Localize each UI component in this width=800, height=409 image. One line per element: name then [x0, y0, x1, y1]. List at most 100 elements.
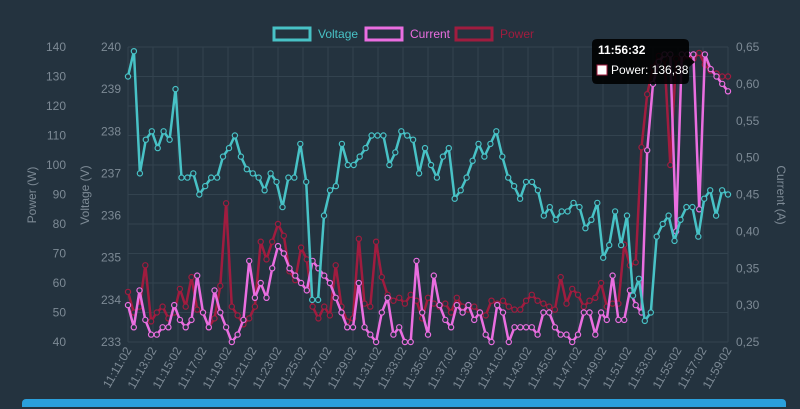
- data-point-power[interactable]: [142, 262, 149, 269]
- data-point-current[interactable]: [430, 272, 437, 279]
- data-point-power[interactable]: [303, 256, 310, 263]
- data-point-voltage[interactable]: [207, 174, 215, 181]
- data-point-voltage[interactable]: [297, 140, 304, 148]
- data-point-power[interactable]: [505, 303, 512, 310]
- data-point-voltage[interactable]: [623, 212, 631, 219]
- data-point-voltage[interactable]: [172, 85, 179, 93]
- data-point-current[interactable]: [349, 324, 357, 331]
- data-point-voltage[interactable]: [409, 136, 417, 143]
- data-point-voltage[interactable]: [267, 170, 274, 177]
- data-point-power[interactable]: [482, 312, 489, 319]
- data-point-power[interactable]: [217, 282, 224, 290]
- data-point-power[interactable]: [592, 294, 599, 301]
- data-point-voltage[interactable]: [510, 182, 518, 190]
- data-point-current[interactable]: [396, 324, 403, 331]
- data-point-voltage[interactable]: [671, 237, 678, 245]
- data-point-current[interactable]: [540, 309, 547, 316]
- data-point-current[interactable]: [713, 73, 720, 80]
- data-point-current[interactable]: [574, 331, 582, 338]
- data-point-current[interactable]: [188, 316, 195, 324]
- data-point-voltage[interactable]: [558, 208, 565, 215]
- data-point-voltage[interactable]: [665, 212, 672, 219]
- data-point-voltage[interactable]: [201, 182, 209, 190]
- data-point-voltage[interactable]: [237, 153, 245, 160]
- data-point-power[interactable]: [719, 73, 726, 80]
- data-point-current[interactable]: [130, 324, 137, 331]
- data-point-current[interactable]: [292, 272, 299, 279]
- data-point-current[interactable]: [384, 294, 391, 301]
- data-point-current[interactable]: [603, 316, 611, 324]
- data-point-power[interactable]: [182, 303, 189, 310]
- data-point-power[interactable]: [459, 303, 466, 310]
- data-point-current[interactable]: [170, 301, 178, 309]
- data-point-voltage[interactable]: [528, 178, 536, 186]
- data-point-current[interactable]: [569, 338, 576, 346]
- data-point-voltage[interactable]: [374, 132, 381, 139]
- data-point-current[interactable]: [494, 301, 501, 309]
- data-point-current[interactable]: [159, 324, 166, 331]
- data-point-power[interactable]: [447, 309, 455, 316]
- data-point-power[interactable]: [176, 285, 184, 293]
- data-point-voltage[interactable]: [421, 144, 429, 152]
- data-point-voltage[interactable]: [576, 203, 583, 211]
- data-point-voltage[interactable]: [481, 153, 488, 160]
- data-point-voltage[interactable]: [499, 153, 506, 160]
- data-point-power[interactable]: [378, 273, 385, 281]
- data-point-current[interactable]: [551, 324, 559, 331]
- data-point-power[interactable]: [321, 303, 328, 310]
- data-point-voltage[interactable]: [701, 195, 708, 202]
- data-point-current[interactable]: [528, 324, 536, 331]
- data-point-current[interactable]: [326, 279, 334, 287]
- data-point-current[interactable]: [499, 309, 507, 316]
- data-point-voltage[interactable]: [332, 182, 340, 190]
- data-point-voltage[interactable]: [404, 132, 411, 139]
- data-point-voltage[interactable]: [148, 128, 155, 135]
- data-point-power[interactable]: [546, 303, 553, 310]
- data-point-voltage[interactable]: [136, 170, 144, 177]
- data-point-voltage[interactable]: [398, 128, 405, 135]
- data-point-voltage[interactable]: [213, 174, 221, 181]
- data-point-current[interactable]: [153, 331, 160, 338]
- data-point-voltage[interactable]: [689, 203, 696, 211]
- data-point-current[interactable]: [355, 279, 362, 287]
- data-point-power[interactable]: [540, 300, 547, 307]
- data-point-current[interactable]: [401, 338, 409, 346]
- data-point-power[interactable]: [367, 303, 374, 310]
- data-point-current[interactable]: [321, 272, 328, 279]
- data-point-voltage[interactable]: [439, 153, 447, 160]
- legend-swatch-power[interactable]: [454, 26, 494, 42]
- data-point-voltage[interactable]: [588, 216, 595, 223]
- data-point-power[interactable]: [153, 309, 160, 316]
- data-point-power[interactable]: [632, 259, 639, 266]
- data-point-voltage[interactable]: [707, 187, 714, 194]
- data-point-voltage[interactable]: [534, 187, 542, 194]
- data-point-power[interactable]: [326, 312, 334, 319]
- data-point-power[interactable]: [355, 235, 362, 242]
- data-point-current[interactable]: [274, 242, 282, 250]
- data-point-voltage[interactable]: [231, 132, 239, 139]
- data-point-current[interactable]: [546, 309, 553, 316]
- data-point-current[interactable]: [488, 338, 495, 346]
- data-point-voltage[interactable]: [695, 233, 702, 240]
- data-point-power[interactable]: [609, 300, 616, 307]
- data-point-current[interactable]: [217, 309, 224, 316]
- data-point-current[interactable]: [517, 324, 524, 331]
- data-point-power[interactable]: [471, 303, 478, 310]
- data-point-voltage[interactable]: [303, 178, 310, 186]
- data-point-voltage[interactable]: [184, 174, 191, 181]
- data-point-power[interactable]: [407, 291, 414, 298]
- data-point-power[interactable]: [517, 306, 524, 313]
- data-point-current[interactable]: [176, 316, 184, 324]
- data-point-current[interactable]: [615, 316, 622, 324]
- data-point-current[interactable]: [482, 331, 489, 338]
- data-point-power[interactable]: [528, 291, 536, 298]
- data-point-voltage[interactable]: [160, 128, 167, 135]
- data-point-voltage[interactable]: [362, 144, 369, 152]
- data-point-current[interactable]: [534, 331, 541, 338]
- data-point-voltage[interactable]: [724, 191, 732, 198]
- data-point-voltage[interactable]: [606, 241, 613, 249]
- data-point-voltage[interactable]: [314, 296, 322, 304]
- data-point-voltage[interactable]: [493, 128, 500, 135]
- data-point-voltage[interactable]: [326, 187, 334, 194]
- data-point-power[interactable]: [522, 297, 530, 304]
